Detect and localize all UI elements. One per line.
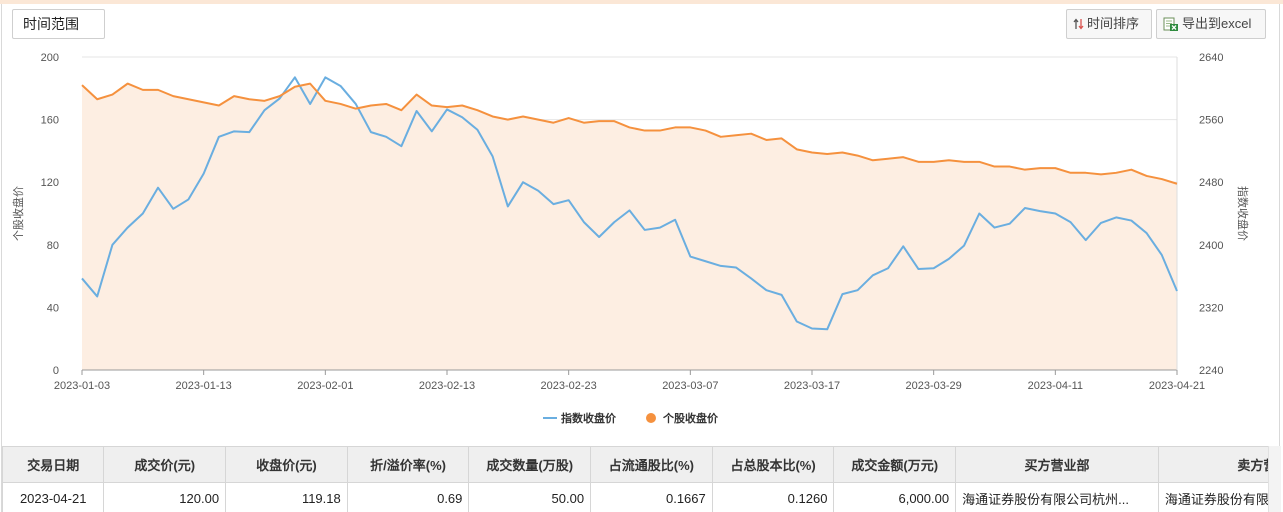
stock-close-line	[81, 82, 1178, 185]
right-tick-label: 2400	[1199, 240, 1223, 252]
column-header[interactable]: 成交金额(万元)	[833, 446, 957, 483]
index-close-line	[81, 76, 1178, 331]
price-line-chart: 0 2240 40 2320 80 2400 120 2480 160 2560 200 2640 20…	[11, 52, 1250, 425]
table-cell: 119.18	[225, 482, 348, 512]
x-tick-label: 2023-04-21	[1149, 380, 1205, 392]
table-cell: 0.1667	[590, 482, 713, 512]
table-body: 2023-04-21 120.00 119.18 0.69 50.00 0.1667 0.1…	[2, 482, 1268, 512]
left-tick-label: 200	[41, 52, 59, 64]
sort-arrows-icon	[1073, 18, 1084, 30]
right-tick-label: 2640	[1199, 52, 1223, 64]
x-tick-label: 2023-02-23	[541, 380, 597, 392]
column-header[interactable]: 占流通股比(%)	[590, 446, 713, 483]
x-tick-label: 2023-03-29	[906, 380, 962, 392]
left-tick-label: 40	[47, 302, 59, 314]
x-tick-label: 2023-03-17	[784, 380, 840, 392]
x-tick-label: 2023-02-01	[297, 380, 353, 392]
column-header[interactable]: 成交价(元)	[103, 446, 227, 483]
x-tick-label: 2023-03-07	[662, 380, 718, 392]
x-tick-label: 2023-01-13	[176, 380, 232, 392]
time-sort-button[interactable]: 时间排序	[1066, 9, 1152, 39]
table-cell: 0.69	[346, 482, 470, 512]
block-trade-table: 交易日期 成交价(元) 收盘价(元) 折/溢价率(%) 成交数量(万股) 占流通股比(%)…	[2, 446, 1268, 512]
panel-frame	[1, 4, 1280, 512]
right-axis-title: 指数收盘价	[1236, 186, 1250, 241]
column-header[interactable]: 折/溢价率(%)	[346, 446, 470, 483]
left-tick-label: 80	[47, 240, 59, 252]
table-scrollbar[interactable]	[1268, 446, 1281, 512]
time-sort-label: 时间排序	[1087, 16, 1140, 31]
right-tick-label: 2560	[1199, 115, 1223, 127]
table-cell: 海通证券股份有限公司杭州...	[955, 482, 1159, 512]
table-row[interactable]: 2023-04-21 120.00 119.18 0.69 50.00 0.1667 0.1…	[2, 482, 1268, 512]
left-tick-label: 0	[53, 365, 59, 377]
left-tick-label: 160	[41, 115, 59, 127]
top-accent-strip	[0, 0, 1283, 4]
right-tick-label: 2480	[1199, 177, 1223, 189]
table-cell: 120.00	[103, 482, 227, 512]
x-tick-label: 2023-02-13	[419, 380, 475, 392]
left-tick-label: 120	[41, 177, 59, 189]
column-header[interactable]: 占总股本比(%)	[711, 446, 835, 483]
table-cell: 海通证券股份有限公司	[1157, 482, 1268, 512]
legend-index-label: 指数收盘价	[561, 411, 617, 425]
stock-area-fill	[82, 83, 1177, 371]
right-tick-label: 2240	[1199, 365, 1223, 377]
time-range-button[interactable]: 时间范围	[12, 9, 105, 39]
legend-stock-label: 个股收盘价	[662, 411, 719, 425]
column-header[interactable]: 成交数量(万股)	[468, 446, 592, 483]
time-range-label: 时间范围	[23, 16, 79, 32]
column-header[interactable]: 收盘价(元)	[225, 446, 348, 483]
table-cell: 50.00	[468, 482, 592, 512]
left-axis-title: 个股收盘价	[11, 186, 25, 241]
x-tick-label: 2023-04-11	[1028, 380, 1083, 392]
x-tick-label: 2023-01-03	[54, 380, 110, 392]
column-header[interactable]: 卖方营业部	[1157, 446, 1268, 483]
column-header[interactable]: 买方营业部	[955, 446, 1159, 483]
table-cell: 0.1260	[711, 482, 835, 512]
export-excel-label: 导出到excel	[1182, 16, 1252, 31]
excel-icon	[1163, 17, 1179, 32]
column-header[interactable]: 交易日期	[2, 446, 105, 483]
table-cell: 6,000.00	[833, 482, 957, 512]
legend-stock-swatch	[646, 413, 656, 423]
table-cell: 2023-04-21	[2, 482, 105, 512]
export-excel-button[interactable]: 导出到excel	[1156, 9, 1266, 39]
right-tick-label: 2320	[1199, 302, 1223, 314]
table-header-row: 交易日期 成交价(元) 收盘价(元) 折/溢价率(%) 成交数量(万股) 占流通股比(%)…	[2, 446, 1268, 483]
